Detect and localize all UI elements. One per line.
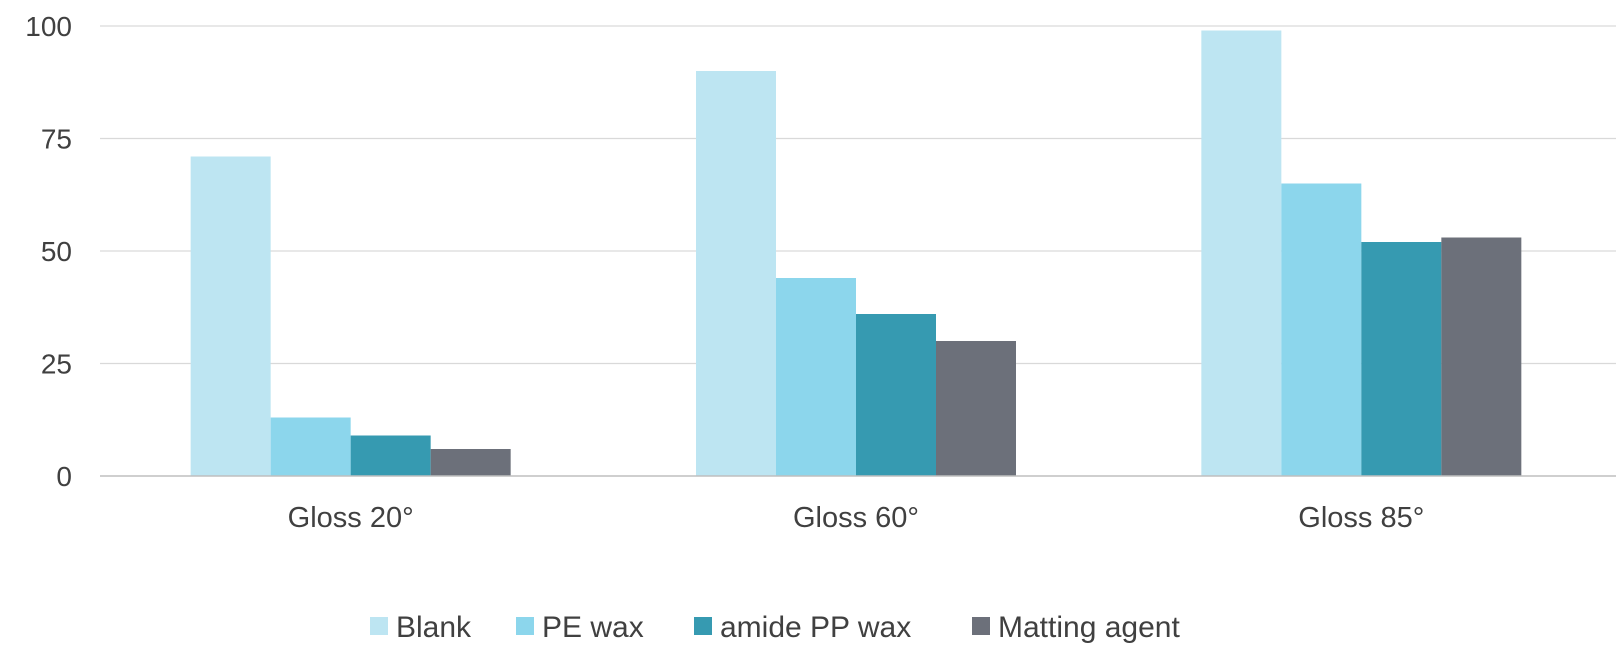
y-tick-label: 50 — [41, 236, 72, 267]
bar — [1361, 242, 1442, 476]
bar — [270, 417, 351, 476]
bar — [1201, 30, 1282, 476]
y-tick-label: 100 — [25, 11, 72, 42]
bar — [936, 341, 1016, 476]
bar — [776, 278, 856, 476]
legend-label: PE wax — [542, 611, 644, 644]
y-tick-label: 25 — [41, 349, 72, 380]
legend-label: amide PP wax — [720, 611, 911, 644]
bar — [1441, 237, 1522, 476]
legend-swatch — [694, 617, 712, 635]
bar — [696, 71, 776, 476]
legend-swatch — [972, 617, 990, 635]
legend: Blank PE wax amide PP wax Matting agent — [370, 611, 1180, 644]
legend-label: Blank — [396, 611, 472, 644]
legend-label: Matting agent — [998, 611, 1180, 644]
bar — [430, 449, 511, 476]
bar — [856, 314, 936, 476]
legend-swatch — [516, 617, 534, 635]
axes: 0 25 50 75 100 Gloss 20° Gloss 60° Gloss 85° — [25, 11, 1616, 534]
y-tick-label: 0 — [56, 461, 72, 492]
x-category-label: Gloss 85° — [1298, 502, 1424, 534]
y-tick-label: 75 — [41, 124, 72, 155]
bars — [190, 30, 1522, 476]
bar — [350, 435, 431, 476]
bar — [1281, 183, 1362, 476]
bar — [190, 156, 271, 476]
x-category-label: Gloss 20° — [288, 502, 414, 534]
x-category-label: Gloss 60° — [793, 502, 919, 534]
legend-swatch — [370, 617, 388, 635]
